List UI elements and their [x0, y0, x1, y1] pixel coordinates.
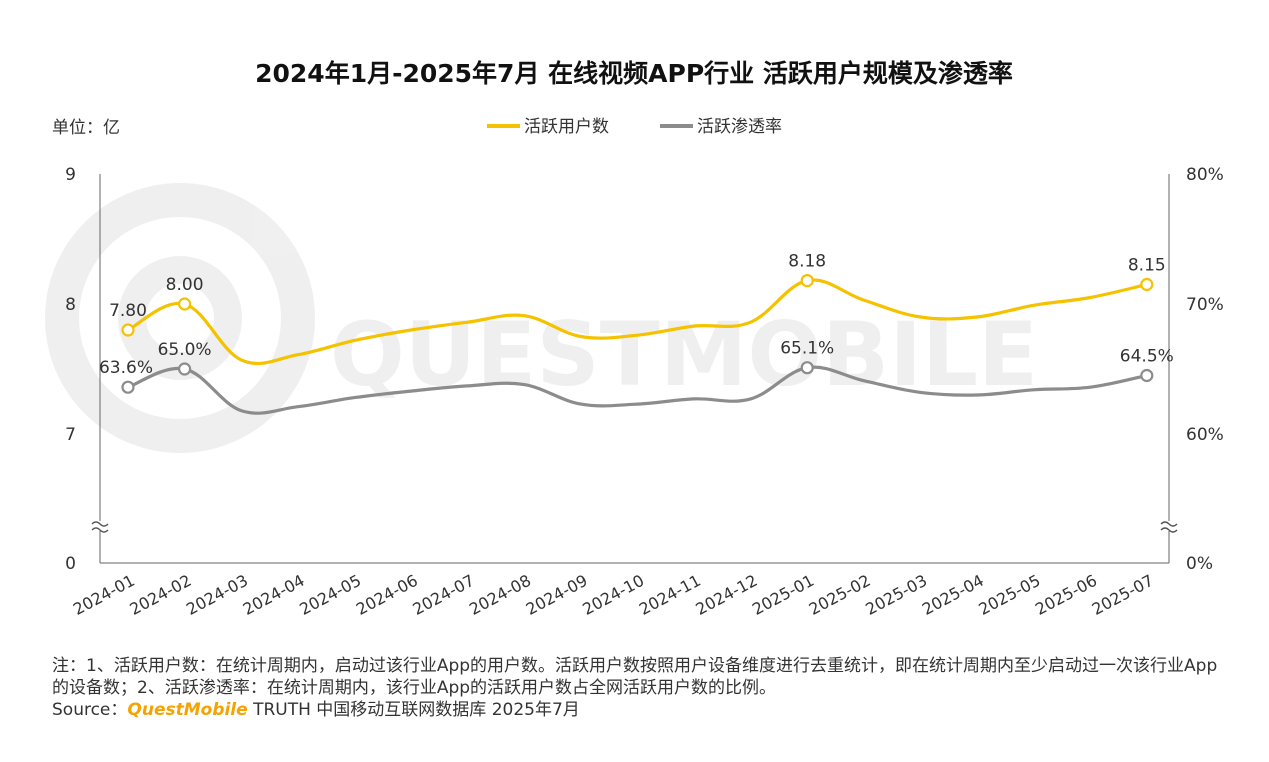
- x-tick-label: 2025-02: [806, 571, 874, 619]
- data-point-rate: [178, 362, 192, 376]
- data-label-rate: 64.5%: [1120, 347, 1174, 367]
- right-axis-break-gap: [1161, 521, 1177, 531]
- source-line: Source：QuestMobile TRUTH 中国移动互联网数据库 2025…: [52, 699, 1232, 721]
- chart-title: 2024年1月-2025年7月 在线视频APP行业 活跃用户规模及渗透率: [255, 59, 1013, 88]
- series-line-users: [127, 278, 1148, 366]
- x-tick-label: 2024-08: [466, 571, 534, 619]
- data-point-users: [800, 274, 814, 288]
- x-tick-label: 2025-04: [919, 571, 987, 619]
- x-tick-label: 2025-06: [1032, 571, 1100, 619]
- data-point-rate: [1140, 368, 1154, 383]
- x-tick-label: 2025-07: [1089, 571, 1157, 619]
- x-tick-label: 2024-11: [636, 571, 704, 619]
- data-label-users: 8.00: [166, 275, 204, 295]
- data-label-rate: 63.6%: [99, 358, 153, 378]
- x-tick-label: 2025-03: [862, 571, 930, 619]
- series-layer: 7.80 8.00 8.18 8.15 63.6%65.0% 65.1% 64.5%: [99, 252, 1174, 415]
- source-prefix: Source：: [52, 700, 128, 720]
- right-tick-label: 0%: [1186, 554, 1213, 574]
- footer: 注：1、活跃用户数：在统计周期内，启动过该行业App的用户数。活跃用户数按照用户…: [52, 655, 1232, 721]
- legend: 活跃用户数 活跃渗透率: [487, 117, 782, 137]
- left-tick-label: 8: [65, 295, 76, 315]
- right-axis-break: [1160, 521, 1178, 533]
- x-tick-label: 2024-10: [579, 571, 647, 619]
- axes: 9 8 7 0 80% 70% 60% 0%: [65, 165, 1224, 574]
- x-tick-label: 2024-07: [410, 571, 478, 619]
- x-tick-label: 2024-09: [523, 571, 591, 619]
- left-axis-break-gap: [92, 521, 108, 531]
- left-tick-label: 0: [65, 554, 76, 574]
- right-tick-label: 70%: [1186, 295, 1224, 315]
- footnote: 注：1、活跃用户数：在统计周期内，启动过该行业App的用户数。活跃用户数按照用户…: [52, 656, 1218, 698]
- data-point-rate: [800, 361, 814, 375]
- x-tick-label: 2025-05: [976, 571, 1044, 619]
- left-tick-label: 7: [65, 425, 76, 445]
- legend-label-rate: 活跃渗透率: [697, 117, 782, 137]
- x-tick-label: 2024-06: [353, 571, 421, 619]
- unit-label: 单位：亿: [52, 118, 120, 138]
- x-axis-ticks: 2024-012024-022024-032024-042024-052024-…: [70, 571, 1157, 619]
- x-tick-label: 2024-12: [693, 571, 761, 619]
- chart: 2024年1月-2025年7月 在线视频APP行业 活跃用户规模及渗透率 单位：…: [45, 59, 1224, 619]
- data-label-users: 8.18: [788, 252, 826, 272]
- x-tick-label: 2024-05: [296, 571, 364, 619]
- data-point-rate: [121, 380, 135, 394]
- right-tick-label: 80%: [1186, 165, 1224, 185]
- x-tick-label: 2024-02: [127, 571, 195, 619]
- source-rest: TRUTH 中国移动互联网数据库 2025年7月: [247, 700, 580, 720]
- left-axis-break: [91, 521, 109, 533]
- data-point-users: [1140, 277, 1154, 292]
- data-point-users: [121, 323, 135, 337]
- x-tick-label: 2024-04: [240, 571, 308, 619]
- data-label-users: 7.80: [109, 301, 147, 321]
- watermark-logo: QUESTMOBILE: [45, 183, 1038, 453]
- data-label-rate: 65.0%: [158, 340, 212, 360]
- x-tick-label: 2025-01: [749, 571, 817, 619]
- source-brand: QuestMobile: [127, 700, 248, 720]
- x-tick-label: 2024-01: [70, 571, 138, 619]
- series-line-rate: [127, 365, 1148, 415]
- data-label-rate: 65.1%: [780, 339, 834, 359]
- x-tick-label: 2024-03: [183, 571, 251, 619]
- left-tick-label: 9: [65, 165, 76, 185]
- data-point-users: [178, 297, 192, 311]
- legend-label-users: 活跃用户数: [524, 117, 609, 137]
- right-tick-label: 60%: [1186, 425, 1224, 445]
- data-label-users: 8.15: [1128, 256, 1166, 276]
